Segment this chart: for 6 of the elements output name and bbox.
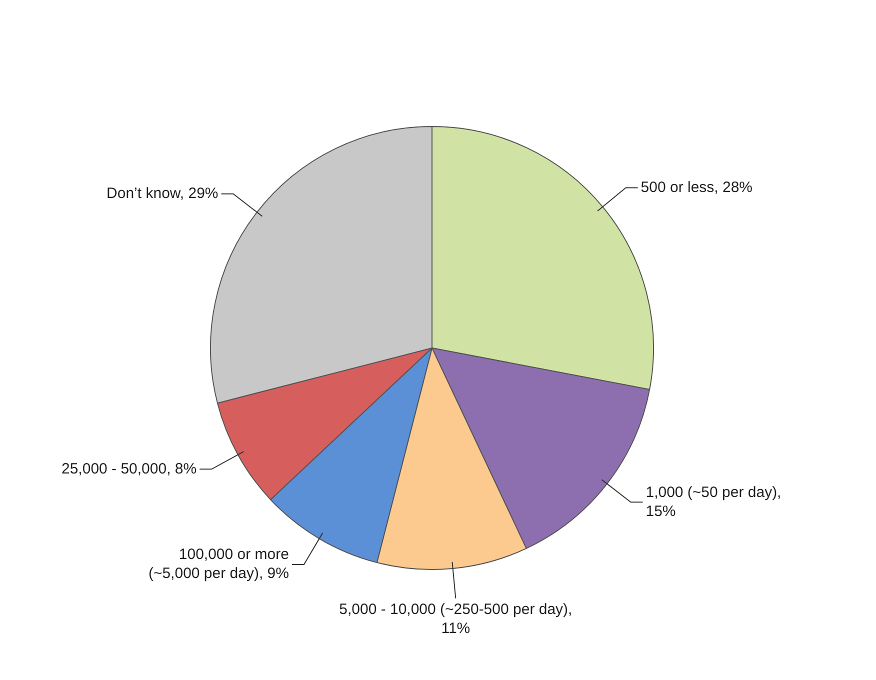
slice-label: 25,000 - 50,000, 8% <box>62 460 197 478</box>
slice-label: 5,000 - 10,000 (~250-500 per day), 11% <box>339 601 572 638</box>
slice-label: Don’t know, 29% <box>106 184 218 202</box>
slice-label: 100,000 or more (~5,000 per day), 9% <box>148 546 289 582</box>
slice-label: 500 or less, 28% <box>640 178 753 196</box>
slice-label: 1,000 (~50 per day), 15% <box>646 484 782 520</box>
